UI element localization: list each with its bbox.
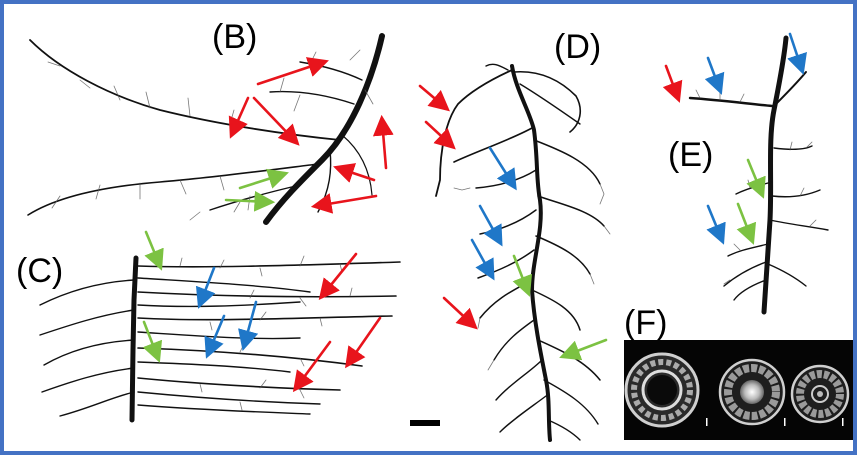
arrow-icon	[372, 114, 394, 170]
panel-c-root-system	[39, 255, 401, 423]
panel-e-label: (E)	[668, 136, 713, 174]
arrow-icon	[228, 96, 250, 139]
panel-b-root-system	[27, 33, 385, 225]
panel-b: (B)	[27, 18, 394, 225]
arrow-icon	[559, 338, 608, 361]
arrow-icon	[310, 193, 378, 214]
arrow-icon	[333, 163, 376, 183]
arrow-icon	[204, 314, 226, 359]
panel-c-label: (C)	[16, 252, 63, 290]
arrow-icon	[478, 204, 503, 247]
arrow-icon	[746, 158, 766, 199]
arrow-icon	[704, 56, 725, 95]
panel-d-root-system	[435, 63, 611, 442]
panel-f: (F)	[624, 304, 853, 440]
panel-c: (C)	[16, 230, 401, 423]
panel-e-root-system	[688, 35, 829, 315]
root-cross-section-3	[790, 364, 850, 426]
arrow-icon	[470, 238, 495, 281]
arrow-icon	[318, 252, 358, 301]
arrow-icon	[488, 146, 517, 191]
arrow-icon	[292, 340, 332, 393]
arrow-icon	[345, 316, 382, 369]
panel-d: (D)	[410, 28, 611, 442]
arrow-icon	[662, 64, 683, 103]
scale-bar-icon	[410, 420, 440, 426]
arrow-icon	[418, 84, 450, 112]
arrow-icon	[142, 320, 163, 363]
arrow-icon	[706, 204, 726, 245]
arrow-icon	[238, 168, 289, 190]
arrow-icon	[442, 296, 478, 330]
arrow-icon	[424, 120, 456, 150]
panel-e: (E)	[662, 32, 829, 315]
panel-f-label: (F)	[624, 304, 667, 342]
arrow-icon	[252, 96, 300, 146]
panel-d-label: (D)	[554, 28, 601, 66]
arrow-icon	[224, 190, 276, 212]
arrow-icon	[512, 254, 533, 297]
arrow-icon	[787, 32, 807, 75]
arrow-icon	[195, 266, 216, 309]
arrow-icon	[256, 57, 329, 86]
panel-b-label: (B)	[212, 18, 257, 56]
root-cross-section-1	[624, 352, 708, 428]
arrow-icon	[238, 300, 259, 352]
arrow-icon	[144, 230, 164, 271]
arrow-icon	[736, 202, 757, 245]
root-cross-section-2	[718, 358, 786, 426]
